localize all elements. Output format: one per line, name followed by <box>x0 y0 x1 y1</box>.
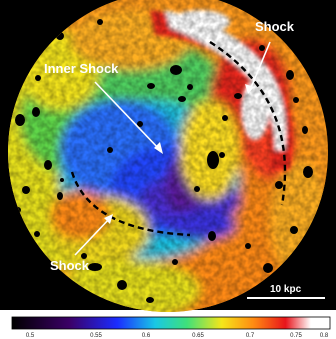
inner-shock-arrowhead <box>154 142 163 154</box>
shock-top-label: Shock <box>255 19 295 34</box>
shock-bottom-label: Shock <box>50 258 90 273</box>
colorbar-tick-4: 0.7 <box>246 333 255 339</box>
temperature-disk <box>8 0 328 312</box>
outer-shock-arc <box>209 40 287 206</box>
colorbar-tick-2: 0.6 <box>142 333 151 339</box>
colorbar-tick-5: 0.75 <box>290 333 302 339</box>
colorbar-tick-1: 0.55 <box>90 333 102 339</box>
colorbar-tick-3: 0.65 <box>192 333 204 339</box>
shock-top-arrowhead <box>245 84 254 94</box>
scale-bar-label: 10 kpc <box>270 284 302 295</box>
point-source-masks <box>15 19 313 303</box>
inner-shock-arrow <box>94 81 161 151</box>
shock-bottom-arrowhead <box>104 214 113 224</box>
colorbar-tick-0: 0.5 <box>26 333 35 339</box>
shock-top-arrow <box>249 41 271 91</box>
shock-bottom-arrow <box>74 217 111 256</box>
colorbar-tick-6: 0.8 <box>320 333 329 339</box>
inner-shock-label: Inner Shock <box>44 61 119 76</box>
colorbar <box>11 316 331 330</box>
